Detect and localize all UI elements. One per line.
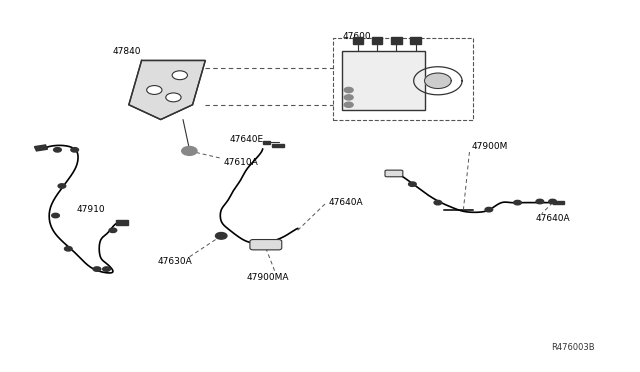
Text: 47910: 47910 xyxy=(77,205,105,215)
FancyBboxPatch shape xyxy=(385,170,403,177)
Bar xyxy=(35,145,47,151)
FancyBboxPatch shape xyxy=(250,240,282,250)
FancyBboxPatch shape xyxy=(333,38,473,119)
Bar xyxy=(410,37,420,44)
Circle shape xyxy=(102,267,110,271)
Circle shape xyxy=(182,147,197,155)
Circle shape xyxy=(408,182,416,186)
Circle shape xyxy=(71,148,79,152)
Circle shape xyxy=(344,102,353,108)
Text: 47640A: 47640A xyxy=(536,214,570,222)
Circle shape xyxy=(514,201,522,205)
Polygon shape xyxy=(129,61,205,119)
Circle shape xyxy=(344,95,353,100)
Circle shape xyxy=(536,199,543,204)
Circle shape xyxy=(93,267,100,271)
Circle shape xyxy=(485,208,493,212)
Circle shape xyxy=(52,213,60,218)
Circle shape xyxy=(172,71,188,80)
Circle shape xyxy=(424,73,451,89)
Text: 47900M: 47900M xyxy=(472,142,508,151)
Circle shape xyxy=(216,232,227,239)
Text: 47610A: 47610A xyxy=(223,158,258,167)
Bar xyxy=(353,37,364,44)
Text: 47640A: 47640A xyxy=(328,198,363,207)
FancyBboxPatch shape xyxy=(342,51,425,110)
Bar xyxy=(372,37,383,44)
Bar xyxy=(262,141,270,144)
Circle shape xyxy=(65,247,72,251)
Circle shape xyxy=(344,87,353,93)
Circle shape xyxy=(548,199,556,204)
Bar xyxy=(552,201,564,205)
Circle shape xyxy=(58,184,66,188)
Text: 47900MA: 47900MA xyxy=(246,273,289,282)
Text: 47640E: 47640E xyxy=(230,135,264,144)
Circle shape xyxy=(109,228,116,232)
Text: R476003B: R476003B xyxy=(550,343,595,352)
Circle shape xyxy=(54,148,61,152)
Bar xyxy=(392,37,401,44)
Bar xyxy=(272,144,284,147)
Bar xyxy=(116,220,127,225)
Text: 47840: 47840 xyxy=(113,47,141,56)
Circle shape xyxy=(147,86,162,94)
Text: 47630A: 47630A xyxy=(157,257,192,266)
Text: 47600: 47600 xyxy=(342,32,371,41)
Circle shape xyxy=(434,201,442,205)
Circle shape xyxy=(166,93,181,102)
